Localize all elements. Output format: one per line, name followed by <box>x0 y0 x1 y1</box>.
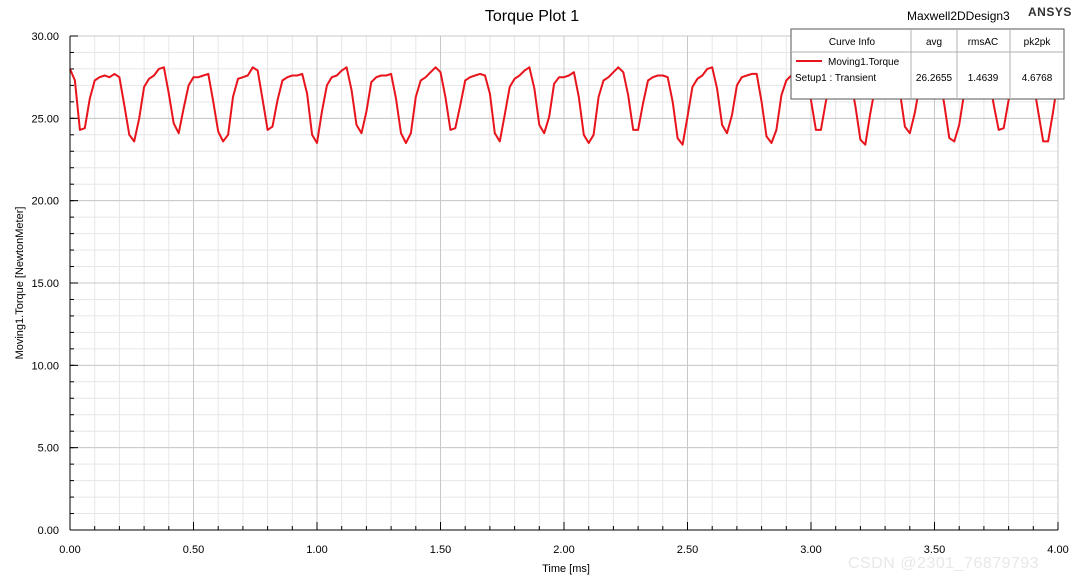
y-axis-label: Moving1.Torque [NewtonMeter] <box>14 207 26 360</box>
y-tick-label: 5.00 <box>38 443 59 455</box>
y-tick-label: 15.00 <box>31 278 59 290</box>
y-tick-label: 30.00 <box>31 31 59 43</box>
design-name: Maxwell2DDesign3 <box>907 9 1010 23</box>
legend-curve-name: Moving1.Torque <box>828 57 900 68</box>
x-tick-label: 1.00 <box>306 544 327 556</box>
watermark: CSDN @2301_76879793 <box>848 555 1039 572</box>
legend-header-curve-info: Curve Info <box>829 37 876 48</box>
ansys-logo: ANSYS <box>1028 5 1072 19</box>
x-tick-label: 3.50 <box>924 544 945 556</box>
x-axis-label: Time [ms] <box>542 563 590 575</box>
x-tick-label: 0.50 <box>183 544 204 556</box>
axis-ticks <box>69 35 1059 531</box>
legend-setup-name: Setup1 : Transient <box>795 73 876 84</box>
chart-title: Torque Plot 1 <box>485 8 579 25</box>
x-tick-label: 2.00 <box>553 544 574 556</box>
legend-header-pk2pk: pk2pk <box>1024 37 1052 48</box>
x-tick-label: 4.00 <box>1047 544 1068 556</box>
x-tick-label: 0.00 <box>59 544 80 556</box>
legend-rmsac-value: 1.4639 <box>968 73 999 84</box>
legend-header-rmsac: rmsAC <box>968 37 999 48</box>
x-tick-label: 1.50 <box>430 544 451 556</box>
x-tick-label: 3.00 <box>800 544 821 556</box>
legend-pk2pk-value: 4.6768 <box>1022 73 1053 84</box>
y-tick-labels: 0.00 5.00 10.00 15.00 20.00 25.00 30.00 <box>31 31 59 537</box>
x-tick-label: 2.50 <box>677 544 698 556</box>
y-tick-label: 10.00 <box>31 360 59 372</box>
y-tick-label: 25.00 <box>31 113 59 125</box>
y-tick-label: 20.00 <box>31 196 59 208</box>
legend-avg-value: 26.2655 <box>916 73 953 84</box>
x-tick-labels: 0.00 0.50 1.00 1.50 2.00 2.50 3.00 3.50 4.00 <box>59 544 1068 556</box>
legend-box[interactable]: Curve Info avg rmsAC pk2pk Moving1.Torqu… <box>790 28 1065 100</box>
legend-header-avg: avg <box>926 37 942 48</box>
legend-background <box>790 28 1065 100</box>
y-tick-label: 0.00 <box>38 525 59 537</box>
